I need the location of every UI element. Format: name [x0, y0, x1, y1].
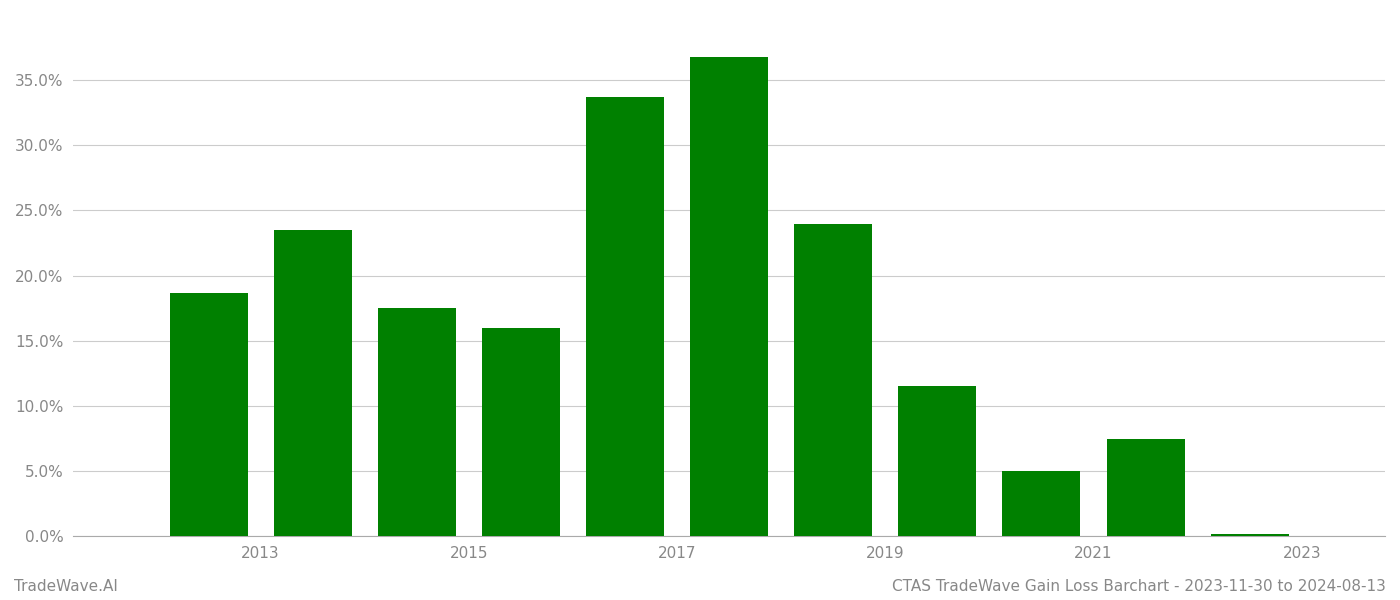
- Bar: [1211, 533, 1288, 536]
- Bar: [690, 57, 769, 536]
- Bar: [587, 97, 664, 536]
- Bar: [1106, 439, 1184, 536]
- Text: CTAS TradeWave Gain Loss Barchart - 2023-11-30 to 2024-08-13: CTAS TradeWave Gain Loss Barchart - 2023…: [892, 579, 1386, 594]
- Bar: [482, 328, 560, 536]
- Bar: [378, 308, 456, 536]
- Bar: [899, 386, 976, 536]
- Bar: [1002, 471, 1081, 536]
- Text: TradeWave.AI: TradeWave.AI: [14, 579, 118, 594]
- Bar: [169, 293, 248, 536]
- Bar: [794, 224, 872, 536]
- Bar: [273, 230, 351, 536]
